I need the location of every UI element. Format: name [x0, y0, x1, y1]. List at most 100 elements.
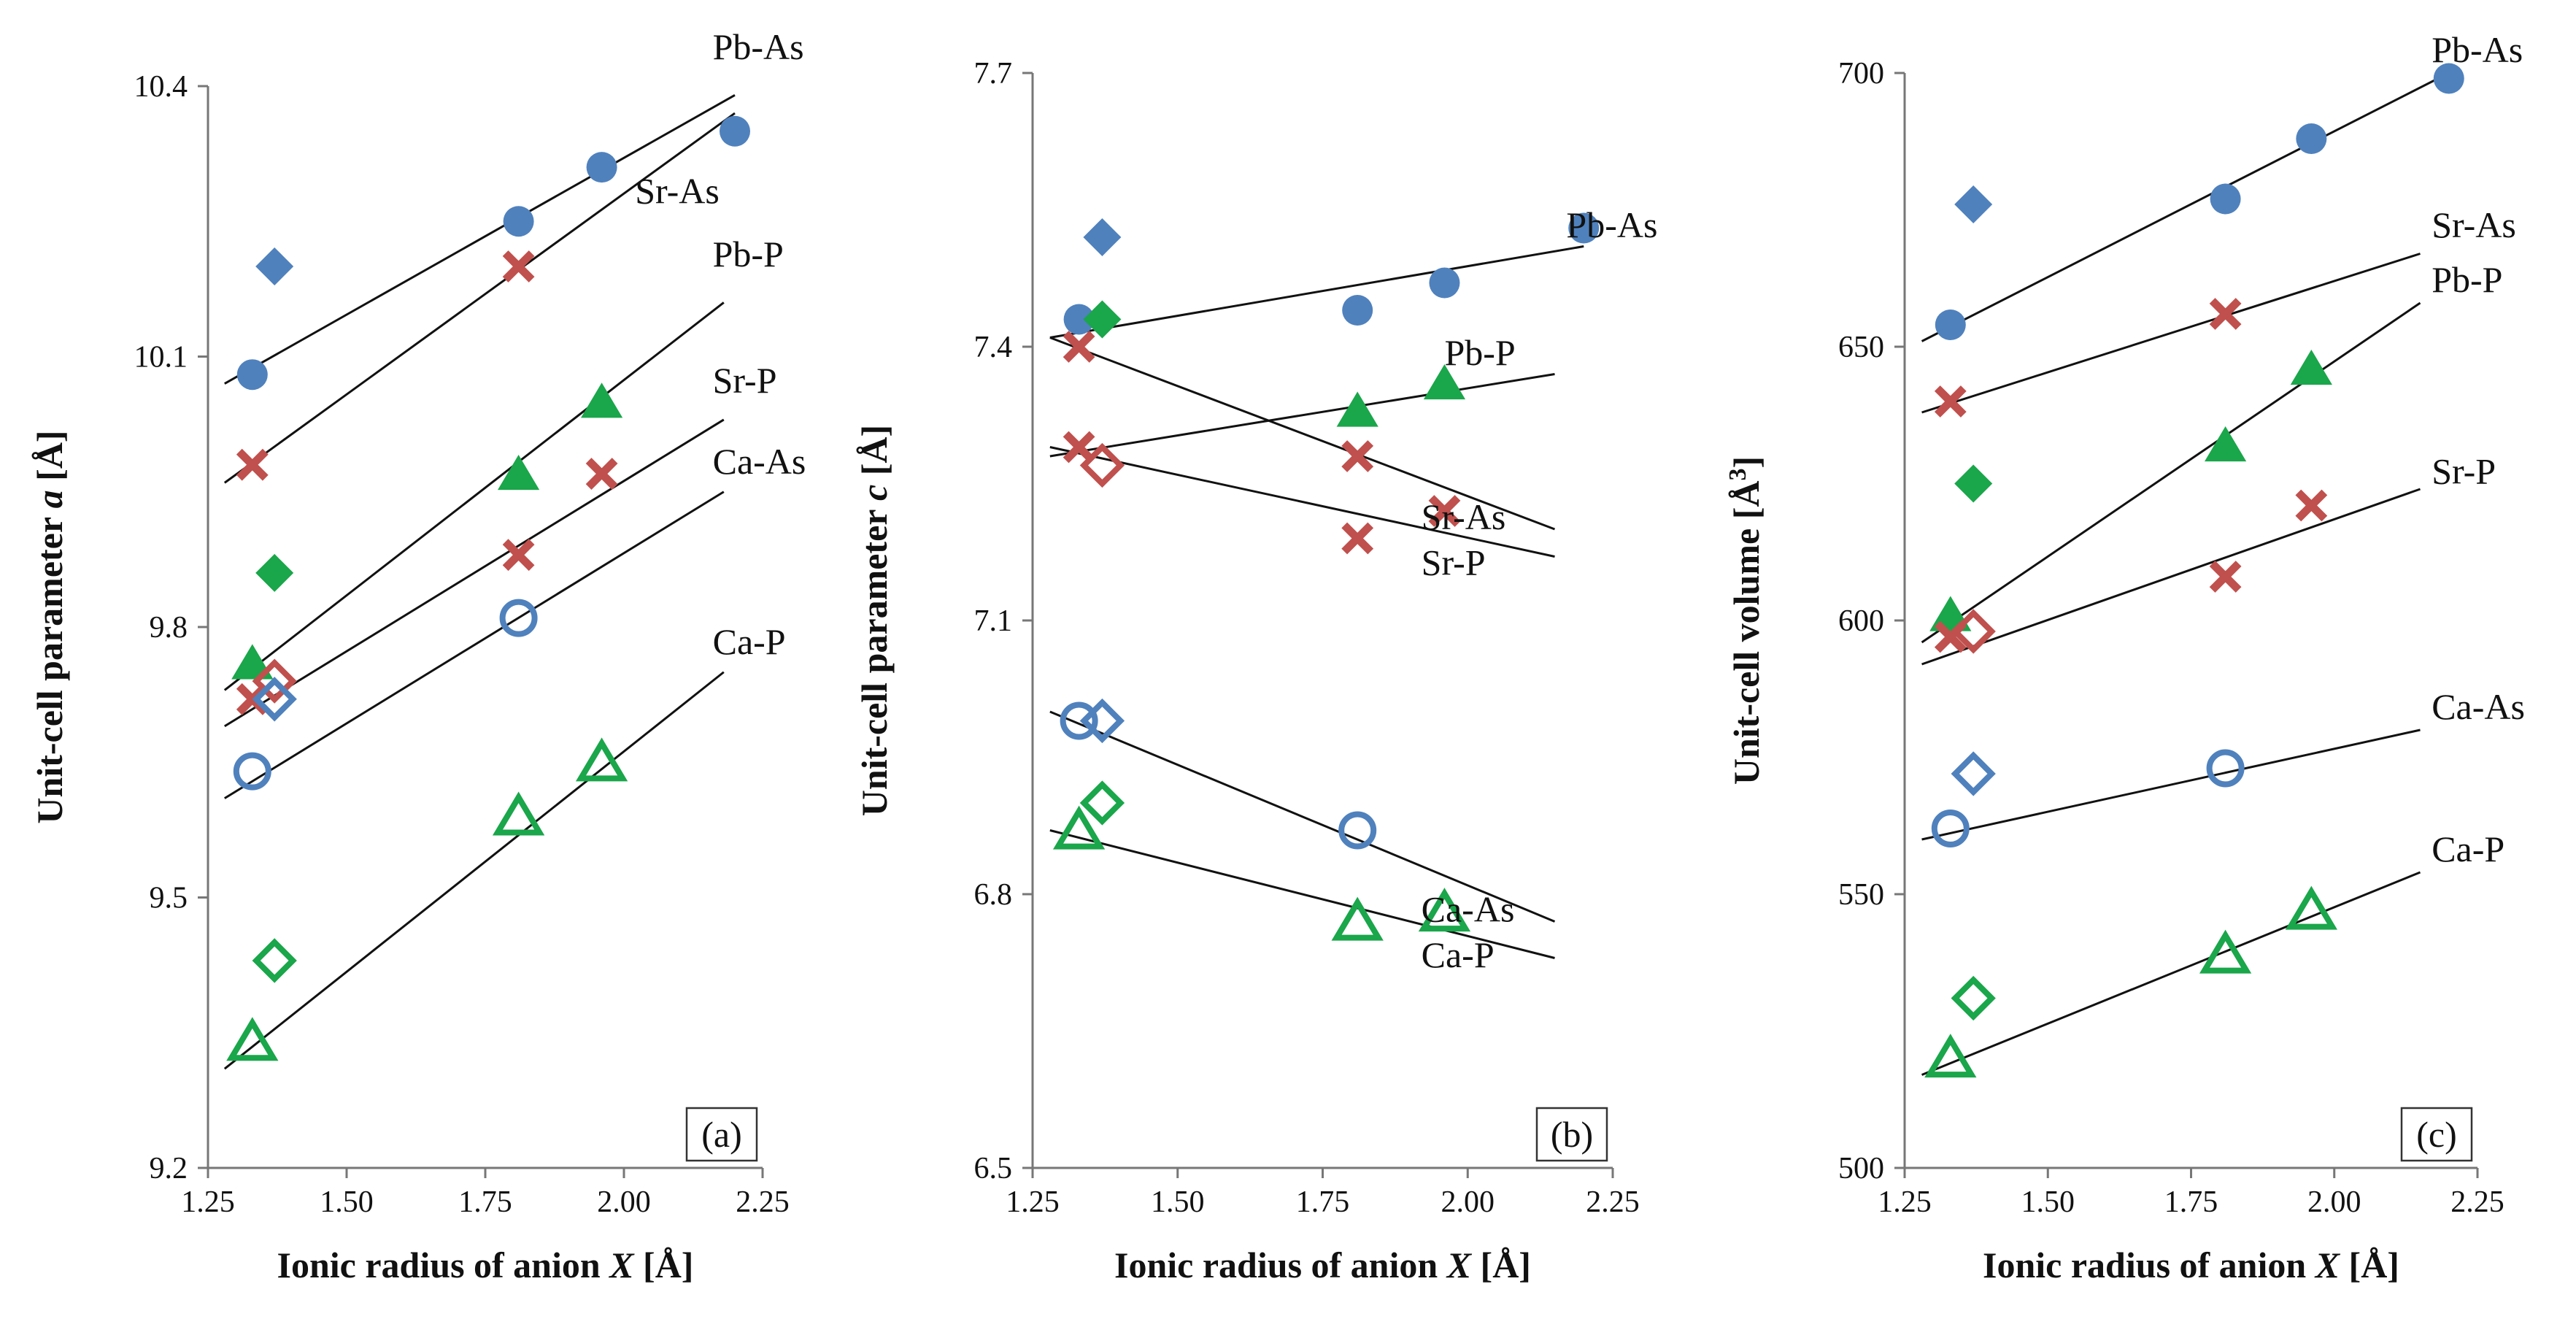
- series-label-pb-as: Pb-As: [1566, 204, 1657, 245]
- y-tick-label: 6.8: [974, 878, 1013, 912]
- data-point-pb-p: [1423, 364, 1466, 400]
- data-point-pb-p: [2205, 426, 2247, 462]
- x-marker-stroke: [2209, 298, 2242, 330]
- data-point-pb-p: [231, 644, 274, 680]
- trend-line-sr-as: [1921, 253, 2421, 414]
- data-point-pb-p: [498, 455, 540, 491]
- data-point-sr-p: [585, 458, 618, 490]
- x-tick-label: 2.00: [1441, 1185, 1495, 1219]
- data-point-sr-as: [2209, 298, 2242, 330]
- trend-line-pb-as: [1921, 72, 2450, 342]
- data-point-sr-p: [502, 539, 535, 572]
- trend-line-pb-as: [224, 94, 736, 385]
- data-point-ca-as-diamond: [1951, 751, 1996, 796]
- y-tick-label: 7.1: [974, 604, 1013, 638]
- y-tick-label: 500: [1838, 1152, 1884, 1185]
- series-label-ca-p: Ca-P: [1422, 934, 1495, 975]
- data-point-pb-p: [581, 382, 623, 418]
- data-point-sr-as: [1063, 331, 1095, 363]
- x-tick-label: 1.50: [320, 1185, 374, 1219]
- panel-label: (b): [1551, 1114, 1593, 1155]
- trend-line-ca-p: [1921, 871, 2421, 1076]
- x-axis-label: Ionic radius of anion X [Å]: [277, 1245, 694, 1285]
- series-label-ca-as: Ca-As: [713, 441, 806, 482]
- y-tick-label: 9.5: [150, 882, 188, 915]
- trend-line-ca-p: [1049, 829, 1555, 959]
- x-tick-label: 1.50: [1151, 1185, 1205, 1219]
- series-label-ca-as: Ca-As: [2432, 686, 2525, 727]
- data-point-pb-as-diamond: [1954, 185, 1993, 223]
- x-marker-stroke: [1063, 331, 1095, 363]
- series-label-pb-as: Pb-As: [2432, 29, 2523, 70]
- data-point-sr-as: [502, 250, 535, 282]
- data-point-sr-p: [1063, 431, 1095, 464]
- data-point-ca-as: [1060, 701, 1098, 740]
- data-point-pb-p-diamond: [1954, 464, 1993, 503]
- data-point-sr-p-diamond: [1079, 442, 1125, 488]
- panel-label: (a): [701, 1114, 742, 1155]
- data-point-sr-p-diamond: [252, 658, 297, 704]
- data-point-ca-p: [2285, 885, 2337, 930]
- x-marker-stroke: [502, 250, 535, 282]
- data-point-pb-as: [1935, 309, 1966, 340]
- y-tick-label: 700: [1838, 57, 1884, 91]
- data-point-ca-p: [575, 737, 628, 782]
- y-tick-label: 7.4: [974, 331, 1013, 364]
- data-point-sr-p: [2295, 489, 2328, 522]
- x-tick-label: 1.75: [1296, 1185, 1350, 1219]
- data-point-pb-as: [2433, 63, 2464, 94]
- series-label-pb-p: Pb-P: [713, 234, 784, 274]
- data-point-ca-p-diamond: [1079, 780, 1125, 826]
- data-point-sr-p: [2209, 561, 2242, 593]
- x-marker-stroke: [1063, 431, 1095, 464]
- y-tick-label: 9.8: [150, 611, 188, 645]
- trend-line-sr-as: [223, 112, 736, 484]
- series-label-sr-p: Sr-P: [713, 360, 777, 401]
- data-point-pb-as-diamond: [1083, 218, 1122, 256]
- x-marker-stroke: [1341, 440, 1374, 472]
- data-point-ca-p: [492, 791, 545, 836]
- panel-label: (c): [2416, 1114, 2457, 1155]
- trend-line-sr-p: [1049, 446, 1555, 558]
- trend-line-sr-as: [1049, 337, 1556, 531]
- data-point-sr-as: [1934, 385, 1967, 418]
- data-point-ca-p: [1331, 896, 1384, 941]
- chart-panel-2: 1.25 1.50 1.75 2.00 2.25 6.5 6.8 7.1 7.4 7.7 Ionic…: [854, 57, 1657, 1285]
- data-point-ca-p: [226, 1017, 279, 1061]
- chart-panel-3: 1.25 1.50 1.75 2.00 2.25 500 550 600 650 700 Ionic…: [1724, 29, 2525, 1285]
- x-marker-stroke: [585, 458, 618, 490]
- series-label-sr-as: Sr-As: [2432, 204, 2516, 245]
- chart-panel-1: 1.25 1.50 1.75 2.00 2.25 9.2 9.5 9.8 10.1 10.4 Ion…: [29, 26, 806, 1285]
- x-tick-label: 2.00: [2307, 1185, 2361, 1219]
- data-point-sr-as: [236, 448, 269, 481]
- data-point-ca-as: [2206, 749, 2245, 788]
- x-axis-label: Ionic radius of anion X [Å]: [1114, 1245, 1531, 1285]
- x-tick-label: 2.25: [1586, 1185, 1640, 1219]
- data-point-ca-as: [1931, 810, 1970, 847]
- x-tick-label: 2.00: [597, 1185, 651, 1219]
- y-axis-label: Unit-cell volume [Å3]: [1724, 456, 1767, 785]
- series-label-ca-as: Ca-As: [1422, 889, 1515, 930]
- y-tick-label: 10.1: [134, 341, 188, 374]
- y-tick-label: 9.2: [150, 1152, 188, 1185]
- panel-label-box: [1535, 1107, 1608, 1162]
- data-point-pb-as: [720, 115, 750, 147]
- trend-line-ca-as: [224, 491, 725, 799]
- x-tick-label: 1.25: [1878, 1185, 1932, 1219]
- x-marker-stroke: [1934, 385, 1967, 418]
- data-point-ca-p-diamond: [1951, 975, 1996, 1021]
- y-tick-label: 650: [1838, 331, 1884, 364]
- x-marker-stroke: [236, 448, 269, 481]
- x-marker-stroke: [2209, 561, 2242, 593]
- x-tick-label: 1.75: [2164, 1185, 2218, 1219]
- y-tick-label: 7.7: [974, 57, 1013, 91]
- data-point-ca-as-diamond: [252, 677, 297, 722]
- x-axis-label: Ionic radius of anion X [Å]: [1983, 1245, 2399, 1285]
- data-point-pb-as: [1568, 212, 1600, 244]
- data-point-ca-p: [1418, 888, 1471, 932]
- data-point-ca-p: [2199, 929, 2252, 974]
- y-tick-label: 10.4: [134, 70, 188, 104]
- trend-line-ca-as: [1049, 710, 1556, 923]
